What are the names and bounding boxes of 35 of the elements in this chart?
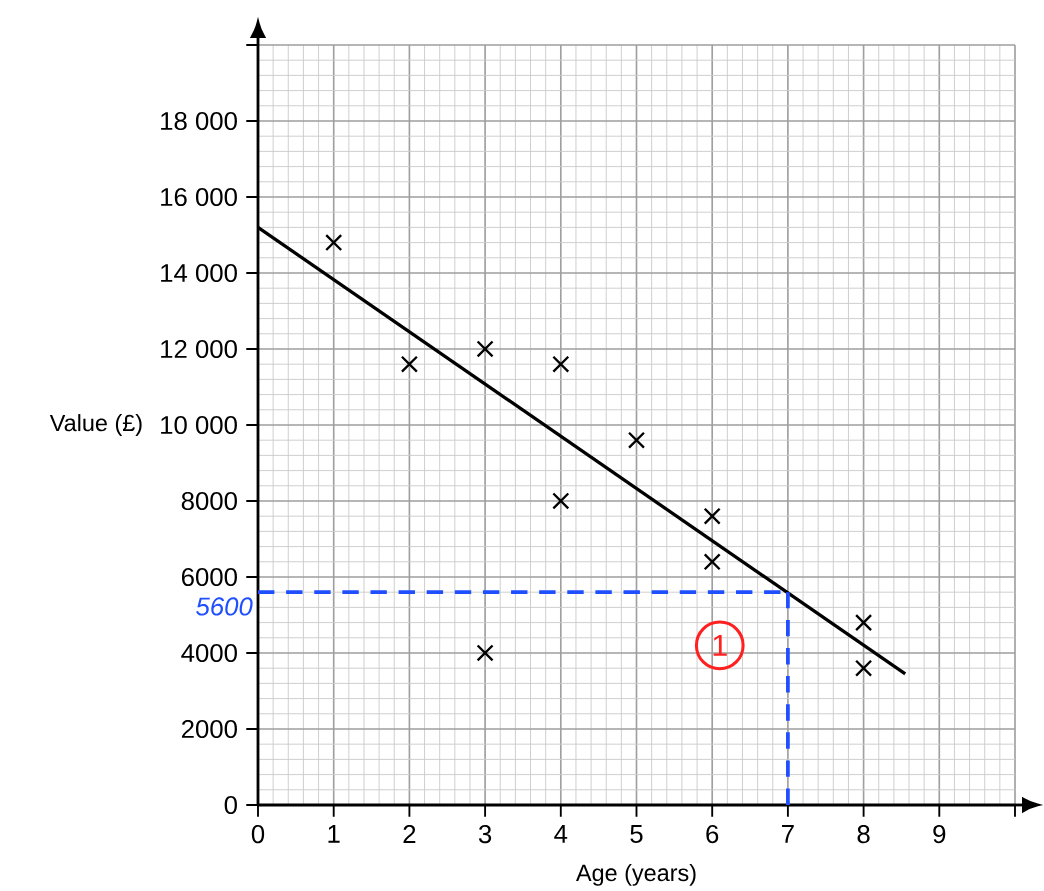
y-tick-label: 14 000 xyxy=(161,263,237,283)
x-tick-label: 5 xyxy=(630,825,643,843)
x-tick-label: 8 xyxy=(857,825,870,844)
y-tick-label: 4000 xyxy=(181,643,237,663)
y-tick-label: 12 000 xyxy=(161,339,237,359)
x-axis-title: Age (years) xyxy=(575,864,696,886)
point xyxy=(476,644,494,662)
y-tick-label: 8000 xyxy=(181,491,237,511)
point xyxy=(703,507,721,525)
point xyxy=(400,355,419,373)
x-tick-label: 9 xyxy=(933,825,946,844)
y-tick-label: 18 000 xyxy=(161,111,237,131)
point xyxy=(854,659,873,677)
x-tick-label: 7 xyxy=(782,825,794,843)
point xyxy=(703,553,721,571)
point xyxy=(552,355,570,373)
y-tick-label: 10 000 xyxy=(161,415,237,435)
point xyxy=(854,613,873,632)
x-tick-label: 6 xyxy=(706,825,719,844)
x-tick-label: 1 xyxy=(328,825,340,843)
x-tick-label: 3 xyxy=(478,825,492,844)
y-tick-label: 2000 xyxy=(181,719,237,739)
point xyxy=(325,233,343,252)
x-tick-label: 2 xyxy=(403,825,416,843)
y-tick-label: 0 xyxy=(224,795,237,815)
y-tick-label: 6000 xyxy=(181,567,237,587)
annotation: 1 xyxy=(713,634,727,656)
point xyxy=(552,492,570,510)
point xyxy=(476,340,494,358)
y-axis-title: Value (£) xyxy=(49,414,142,436)
x-tick-label: 0 xyxy=(251,825,265,844)
x-tick-label: 4 xyxy=(554,825,568,843)
y-tick-label: 16 000 xyxy=(161,187,237,207)
ref-line-label: 5600 xyxy=(196,597,253,616)
point xyxy=(627,431,646,449)
